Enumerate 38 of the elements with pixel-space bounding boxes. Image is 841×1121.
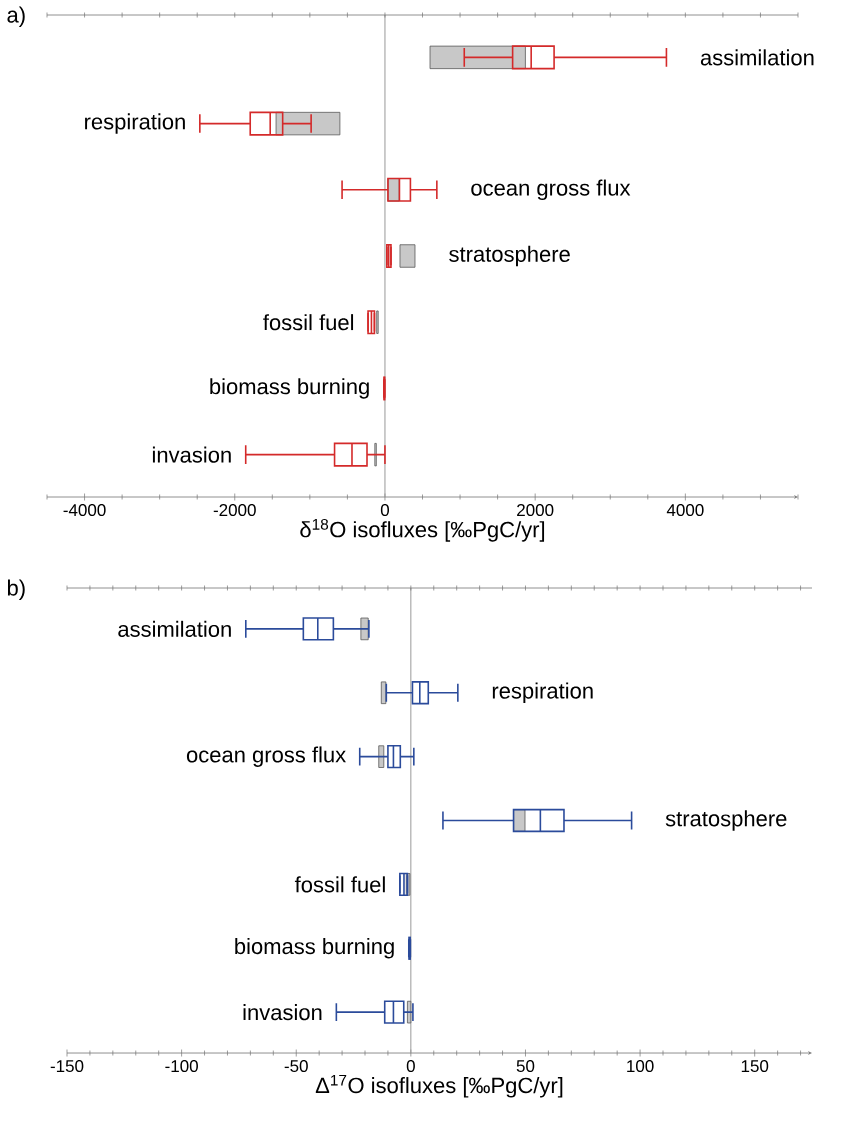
x-tick-label: 0 — [406, 1060, 415, 1073]
x-tick-label: 4000 — [666, 504, 704, 517]
y-tick-label: ocean gross flux — [186, 746, 346, 767]
bar — [275, 111, 341, 136]
x-tick-label: -50 — [284, 1060, 308, 1073]
x-tick-label: -2000 — [213, 504, 256, 517]
bar — [360, 617, 369, 641]
y-tick-label: invasion — [243, 1004, 322, 1021]
y-tick-label: biomass burning — [210, 378, 369, 399]
y-tick-label: ocean gross flux — [471, 179, 631, 201]
x-tick-label: -100 — [165, 1060, 198, 1073]
y-tick-label: respiration — [492, 682, 593, 704]
x-axis-title: Δ$^{17}$O isofluxes [‰PgC/yr] — [315, 1074, 563, 1098]
chart-title: a) — [7, 6, 25, 28]
x-tick-label: 150 — [741, 1060, 769, 1073]
bar — [380, 681, 387, 705]
y-tick-label: fossil fuel — [294, 876, 385, 893]
y-tick-label: respiration — [85, 113, 185, 134]
y-tick-label: invasion — [152, 446, 231, 463]
x-tick-label: -4000 — [63, 504, 106, 517]
x-tick-label: -150 — [50, 1060, 84, 1073]
y-tick-label: assimilation — [118, 620, 231, 637]
x-axis-title: δ$^{18}$O isofluxes [‰PgC/yr] — [300, 518, 545, 542]
y-tick-label: assimilation — [700, 49, 814, 66]
x-tick-label: 100 — [627, 1060, 654, 1073]
bar — [429, 45, 526, 70]
chart-title: b) — [7, 579, 25, 601]
y-tick-label: stratosphere — [449, 245, 570, 267]
bar — [513, 809, 526, 832]
x-tick-label: 0 — [380, 504, 390, 517]
x-tick-label: 2000 — [517, 504, 554, 517]
y-tick-label: biomass burning — [235, 938, 394, 959]
y-tick-label: fossil fuel — [263, 314, 354, 331]
bar — [378, 745, 385, 768]
bar — [407, 1000, 412, 1024]
bar — [399, 244, 416, 268]
y-tick-label: stratosphere — [665, 810, 787, 831]
x-tick-label: 50 — [516, 1060, 535, 1073]
